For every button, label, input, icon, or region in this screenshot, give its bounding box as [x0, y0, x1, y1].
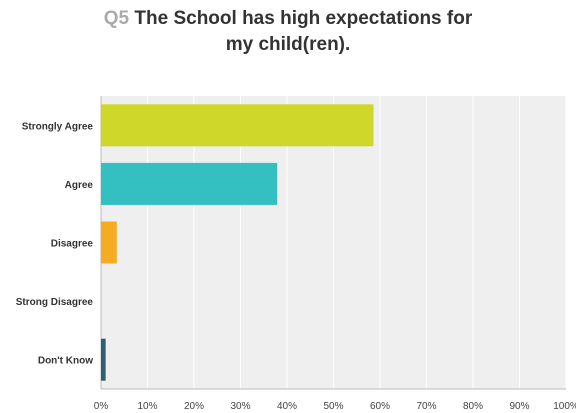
question-number: Q5: [103, 8, 130, 29]
x-tick-label: 30%: [230, 401, 250, 412]
x-tick-label: 10%: [137, 401, 157, 412]
x-tick-label: 60%: [370, 401, 390, 412]
question-text-line1: The School has high expectations for: [134, 8, 473, 29]
question-text-line2: my child(ren).: [225, 34, 351, 55]
category-label: Strong Disagree: [16, 297, 94, 308]
chart-title: Q5 The School has high expectations for …: [0, 6, 576, 58]
x-tick-label: 0%: [94, 401, 109, 412]
bar: [101, 221, 117, 264]
x-tick-label: 90%: [509, 401, 529, 412]
bar: [101, 162, 278, 205]
x-tick-label: 40%: [277, 401, 297, 412]
x-tick-label: 70%: [416, 401, 436, 412]
category-label: Agree: [65, 180, 94, 191]
x-tick-label: 20%: [184, 401, 204, 412]
bar: [101, 338, 106, 381]
bar: [101, 104, 374, 147]
category-label: Don't Know: [38, 356, 93, 367]
category-label: Strongly Agree: [22, 121, 94, 132]
x-tick-label: 50%: [323, 401, 343, 412]
category-label: Disagree: [51, 239, 94, 250]
x-tick-label: 80%: [463, 401, 483, 412]
x-tick-label: 100%: [553, 401, 576, 412]
